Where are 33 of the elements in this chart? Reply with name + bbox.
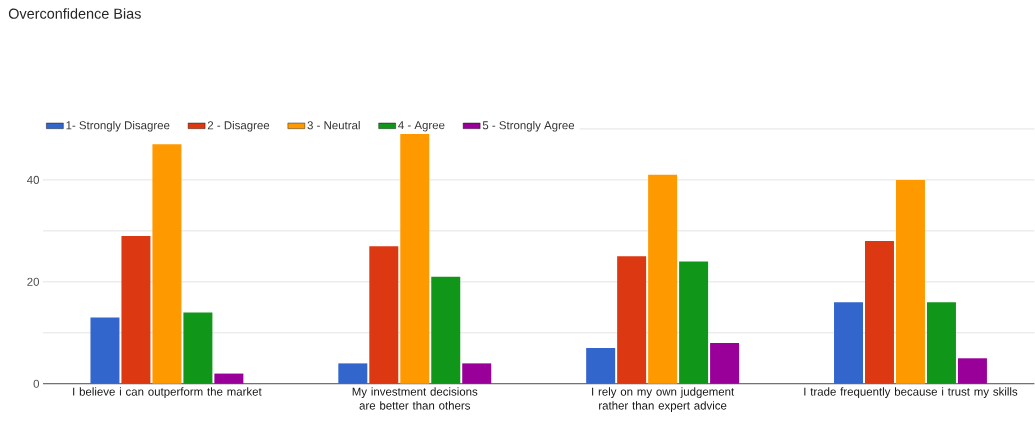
bar <box>710 343 740 384</box>
bar <box>152 144 182 384</box>
bar <box>121 236 151 384</box>
bar <box>183 312 213 384</box>
bar <box>926 302 956 384</box>
legend-label: 5 - Strongly Agree <box>482 121 575 132</box>
bar <box>214 373 244 384</box>
bar <box>617 256 647 384</box>
y-tick-label: 40 <box>27 175 40 185</box>
bar <box>462 363 492 384</box>
legend-label: 4 - Agree <box>398 121 445 132</box>
bar <box>338 363 368 384</box>
bar <box>865 241 894 384</box>
x-tick-label: I trade frequently because i trust my skills <box>804 387 1018 399</box>
y-tick-label: 0 <box>33 379 40 388</box>
bar <box>834 302 863 384</box>
x-tick-label: I believe i can outperform the market <box>73 387 262 399</box>
bar <box>431 276 461 384</box>
bar <box>895 180 925 384</box>
x-tick-label: I rely on my own judgement rather than expert advice <box>592 387 735 413</box>
legend-label: 1- Strongly Disagree <box>66 121 170 132</box>
bar <box>957 358 987 384</box>
bar <box>679 261 709 384</box>
legend-label: 3 - Neutral <box>307 121 360 130</box>
legend-label: 2 - Disagree <box>207 121 270 132</box>
bar <box>400 134 430 384</box>
x-tick-label: My investment decisions are better than others <box>352 387 478 410</box>
bar <box>90 317 120 384</box>
bar <box>648 174 678 384</box>
bar <box>586 348 616 384</box>
chart-title: Overconfidence Bias <box>8 8 141 19</box>
bar <box>369 246 399 384</box>
y-tick-label: 20 <box>27 277 40 287</box>
